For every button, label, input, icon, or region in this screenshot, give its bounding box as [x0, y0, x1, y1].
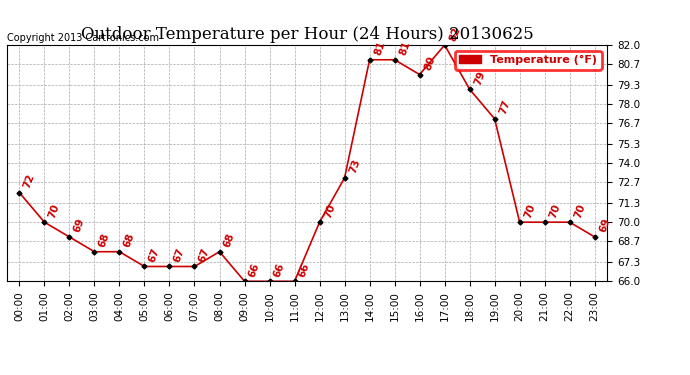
- Text: 68: 68: [122, 232, 137, 249]
- Text: 66: 66: [297, 261, 312, 279]
- Text: 70: 70: [47, 202, 61, 219]
- Text: 69: 69: [598, 217, 612, 234]
- Text: 67: 67: [197, 246, 212, 264]
- Title: Outdoor Temperature per Hour (24 Hours) 20130625: Outdoor Temperature per Hour (24 Hours) …: [81, 27, 533, 44]
- Text: 81: 81: [397, 40, 412, 57]
- Text: 73: 73: [347, 158, 362, 175]
- Text: 66: 66: [247, 261, 262, 279]
- Text: 70: 70: [322, 202, 337, 219]
- Text: 70: 70: [547, 202, 562, 219]
- Text: 79: 79: [473, 69, 486, 87]
- Text: 81: 81: [373, 40, 386, 57]
- Text: 82: 82: [447, 25, 462, 42]
- Text: 68: 68: [222, 232, 237, 249]
- Text: 66: 66: [273, 261, 286, 279]
- Text: 80: 80: [422, 55, 437, 72]
- Text: 67: 67: [172, 246, 187, 264]
- Text: 70: 70: [573, 202, 587, 219]
- Text: 69: 69: [72, 217, 86, 234]
- Text: 68: 68: [97, 232, 112, 249]
- Text: 67: 67: [147, 246, 161, 264]
- Text: Copyright 2013 Cartronics.com: Copyright 2013 Cartronics.com: [7, 33, 159, 43]
- Text: 77: 77: [497, 99, 512, 116]
- Legend: Temperature (°F): Temperature (°F): [455, 51, 602, 69]
- Text: 72: 72: [22, 173, 37, 190]
- Text: 70: 70: [522, 202, 537, 219]
